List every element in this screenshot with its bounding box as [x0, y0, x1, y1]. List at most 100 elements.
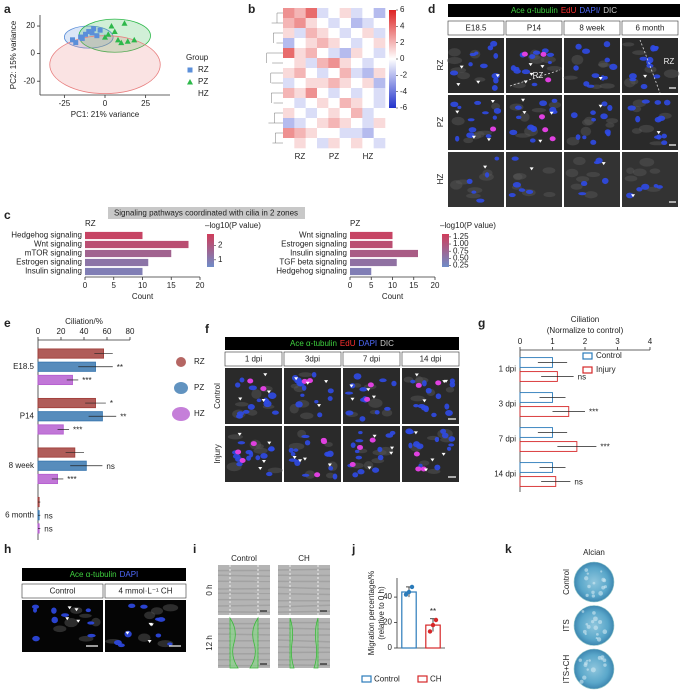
- y-tick-label: 20: [26, 21, 35, 30]
- micrograph: [218, 565, 270, 615]
- nucleus: [33, 607, 38, 613]
- significance: **: [120, 412, 126, 421]
- nucleus: [354, 449, 360, 454]
- arrowhead: [261, 399, 266, 403]
- heat-cell: [317, 58, 329, 69]
- nucleus: [345, 410, 354, 416]
- column-header-box: [621, 20, 679, 36]
- legend-label: PZ: [198, 77, 208, 86]
- nucleus: [582, 48, 591, 54]
- nucleus: [425, 387, 432, 394]
- panel-title: Alcian: [583, 548, 605, 557]
- column-header-box: [505, 20, 563, 36]
- texture: [78, 635, 94, 642]
- y-tick-label: Wnt signaling: [299, 231, 347, 240]
- row-label: ITS: [562, 619, 571, 631]
- heat-cell: [317, 48, 329, 59]
- y-tick-label: 14 dpi: [494, 470, 516, 479]
- nucleus: [604, 57, 611, 63]
- nucleus: [353, 373, 362, 380]
- legend-label: HZ: [194, 409, 205, 418]
- heat-cell: [351, 98, 363, 109]
- legend-label: HZ: [198, 89, 209, 98]
- arrowhead: [294, 377, 299, 381]
- heat-cell: [351, 58, 363, 69]
- colorbar-tick-label: 0.50: [453, 254, 469, 263]
- header: Ace α-tubulin EdU DAPI DIC: [290, 339, 394, 348]
- significance: ns: [44, 525, 52, 534]
- point: [115, 36, 121, 43]
- y-tick-label: 0: [31, 49, 36, 58]
- heat-cell: [305, 18, 318, 29]
- texture: [579, 679, 584, 684]
- heat-cell: [373, 8, 386, 19]
- nucleus: [609, 63, 618, 70]
- heat-cell: [362, 108, 374, 119]
- nucleus: [600, 113, 608, 120]
- nucleus: [590, 110, 596, 115]
- y-tick-label: 6 month: [5, 510, 34, 519]
- colorbar-tick-label: 1: [218, 255, 223, 264]
- texture: [638, 124, 655, 133]
- nucleus: [418, 463, 423, 468]
- heat-cell: [305, 88, 318, 99]
- point: [79, 35, 85, 41]
- nucleus: [384, 406, 391, 411]
- nucleus: [518, 188, 526, 192]
- nucleus: [391, 380, 397, 387]
- nucleus: [140, 604, 148, 609]
- header: Ace α-tubulin EdU DAPI/DIC: [511, 6, 617, 15]
- significance: ***: [600, 443, 609, 452]
- y-axis-label: (relative to 0 h): [377, 586, 386, 640]
- texture: [590, 667, 596, 673]
- nucleus: [578, 192, 587, 196]
- migration-front: [229, 616, 239, 669]
- arrowhead: [372, 434, 377, 438]
- arrowhead: [522, 111, 527, 115]
- panel-letter: j: [351, 542, 355, 556]
- legend-marker: [361, 675, 372, 683]
- heat-cell: [317, 18, 329, 29]
- header-word: DIC: [380, 339, 394, 348]
- arrowhead: [601, 162, 606, 166]
- point: [118, 39, 125, 46]
- heat-cell: [305, 28, 318, 39]
- texture: [573, 156, 586, 166]
- nucleus: [249, 451, 254, 458]
- heat-cell: [362, 48, 374, 59]
- nucleus: [417, 404, 426, 409]
- point: [102, 34, 108, 40]
- column-header: 14 dpi: [420, 355, 442, 364]
- texture: [632, 168, 647, 177]
- y-axis-label: Migration percentage/%: [367, 571, 376, 656]
- heat-cell: [317, 8, 329, 19]
- y-tick-label: 1 dpi: [499, 365, 517, 374]
- texture: [591, 590, 595, 595]
- texture: [144, 611, 156, 620]
- arrowhead: [424, 468, 429, 472]
- panel-letter: k: [505, 542, 512, 556]
- arrowhead: [456, 83, 461, 87]
- texture: [540, 56, 556, 64]
- heat-cell: [373, 108, 386, 119]
- point: [131, 36, 138, 43]
- point: [94, 33, 100, 39]
- texture: [251, 389, 262, 399]
- nucleus: [455, 135, 460, 142]
- nucleus: [236, 461, 243, 467]
- heat-cell: [373, 28, 386, 39]
- nucleus: [636, 187, 643, 192]
- arrowhead: [455, 110, 460, 114]
- edu-nucleus: [247, 378, 254, 384]
- panel-header: Signaling pathways coordinated with cili…: [114, 209, 298, 218]
- texture: [277, 568, 331, 571]
- texture: [277, 604, 331, 608]
- heat-cell: [373, 58, 386, 69]
- nucleus: [641, 99, 650, 104]
- arrowhead: [65, 617, 70, 621]
- nucleus: [532, 50, 541, 55]
- arrowhead: [414, 373, 419, 377]
- micrograph: [278, 565, 330, 615]
- texture: [515, 133, 531, 138]
- nucleus: [466, 132, 475, 139]
